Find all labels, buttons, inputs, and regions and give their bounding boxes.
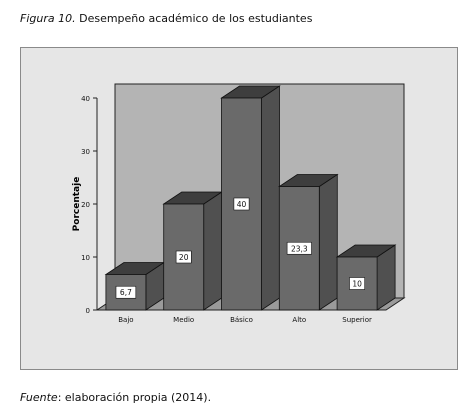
x-tick-label: Básico bbox=[230, 316, 253, 324]
data-label: 23,3 bbox=[291, 244, 308, 253]
bar-side bbox=[318, 173, 338, 311]
figure-caption: Figura 10. Desempeño académico de los es… bbox=[20, 12, 312, 25]
data-label: 40 bbox=[237, 200, 247, 209]
y-tick-label: 0 bbox=[86, 307, 90, 315]
y-tick-label: 10 bbox=[81, 254, 90, 262]
bar-side bbox=[261, 85, 280, 311]
data-label-box bbox=[175, 250, 192, 264]
data-label-box bbox=[115, 285, 137, 299]
data-label: 6,7 bbox=[120, 288, 132, 297]
bar-básico: 40 Básico bbox=[220, 85, 281, 324]
y-tick-label: 30 bbox=[81, 148, 90, 156]
data-label-box bbox=[233, 197, 250, 211]
source-text: : elaboración propia (2014). bbox=[57, 391, 212, 404]
x-tick-label: Bajo bbox=[118, 316, 133, 324]
x-tick-label: Alto bbox=[292, 316, 306, 324]
data-label: 10 bbox=[352, 280, 362, 289]
data-label-box bbox=[286, 241, 312, 255]
bar-bajo: 6,7 Bajo bbox=[104, 261, 166, 324]
bar-medio: 20 Medio bbox=[162, 191, 224, 324]
source-note: Fuente: elaboración propia (2014). bbox=[20, 391, 211, 404]
bar-superior: 10 Superior bbox=[335, 244, 397, 324]
y-tick-label: 40 bbox=[81, 95, 90, 103]
y-axis-label: Porcentaje bbox=[72, 177, 82, 232]
x-tick-label: Medio bbox=[173, 316, 194, 324]
bar-alto: 23,3 Alto bbox=[277, 173, 339, 324]
figure-label: Figura 10. bbox=[20, 12, 76, 25]
x-tick-label: Superior bbox=[342, 316, 372, 324]
source-label: Fuente bbox=[20, 391, 58, 404]
data-label-box bbox=[349, 277, 365, 290]
figure-title: Desempeño académico de los estudiantes bbox=[79, 12, 313, 25]
bar-side bbox=[203, 191, 223, 311]
y-tick-label: 20 bbox=[81, 201, 90, 209]
data-label: 20 bbox=[179, 253, 189, 262]
